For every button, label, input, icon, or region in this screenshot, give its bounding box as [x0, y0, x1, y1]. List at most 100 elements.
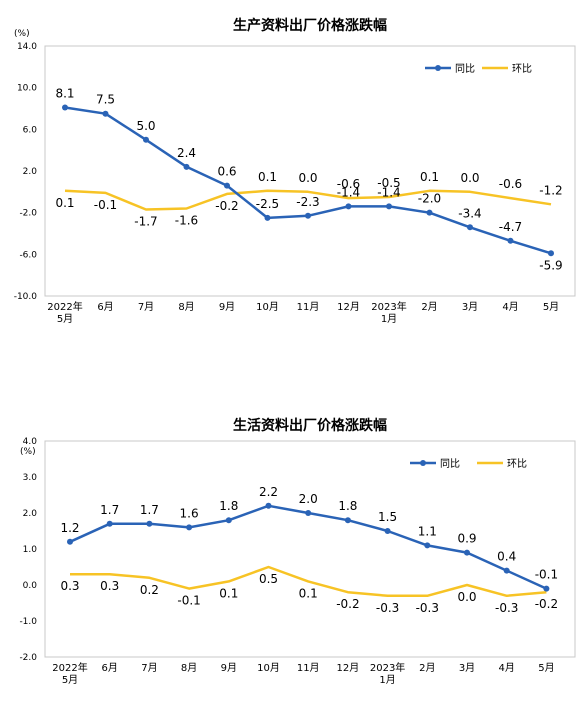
y-unit-label: (%) — [14, 29, 30, 39]
data-label-mom: 0.5 — [259, 572, 278, 586]
data-label-mom: -0.3 — [495, 601, 518, 615]
x-tick-label: 8月 — [178, 301, 194, 313]
data-label-mom: -0.2 — [215, 199, 238, 213]
series-point-yoy — [345, 203, 352, 210]
data-label-yoy: 2.0 — [299, 492, 318, 506]
series-point-yoy — [183, 163, 190, 170]
data-label-yoy: 7.5 — [96, 93, 115, 107]
data-label-mom: -0.3 — [416, 601, 439, 615]
data-label-mom: 0.2 — [140, 583, 159, 597]
data-label-mom: 0.3 — [100, 579, 119, 593]
x-tick-label: 2月 — [421, 301, 437, 313]
data-label-mom: 0.3 — [60, 579, 79, 593]
data-label-yoy: -2.5 — [256, 197, 279, 211]
legend-label: 环比 — [512, 63, 532, 75]
y-tick-label: 1.0 — [23, 545, 38, 555]
data-label-mom: 0.1 — [420, 170, 439, 184]
data-label-mom: 0.1 — [55, 196, 74, 210]
y-unit-label: (%) — [20, 447, 36, 457]
data-label-yoy: -1.4 — [337, 185, 360, 199]
data-label-yoy: -4.7 — [499, 220, 522, 234]
data-label-mom: -1.6 — [175, 214, 198, 228]
series-point-yoy — [264, 214, 271, 221]
x-tick-label: 5月 — [538, 662, 554, 674]
data-label-mom: -0.2 — [336, 597, 359, 611]
data-label-mom: -0.6 — [499, 177, 522, 191]
series-point-yoy — [344, 517, 351, 524]
series-line-mom — [64, 189, 552, 211]
x-tick-label: 2022年 5月 — [52, 661, 87, 686]
series-point-yoy — [384, 528, 391, 534]
x-tick-label: 6月 — [97, 301, 113, 313]
x-tick-label: 7月 — [141, 662, 157, 674]
series-point-yoy — [464, 549, 470, 556]
series-line-mom — [70, 565, 547, 598]
x-tick-label: 7月 — [138, 301, 154, 313]
x-tick-label: 12月 — [337, 301, 360, 313]
data-label-yoy: -1.4 — [377, 185, 400, 199]
data-label-yoy: -3.4 — [458, 206, 481, 220]
x-tick-label: 2月 — [419, 662, 435, 674]
series-point-yoy — [106, 520, 113, 527]
series-point-yoy — [143, 136, 149, 143]
series-point-yoy — [224, 182, 230, 189]
data-label-mom: -0.6 — [337, 177, 360, 191]
data-label-yoy: 1.7 — [100, 503, 119, 517]
x-tick-label: 8月 — [181, 662, 197, 674]
data-label-mom: 0.1 — [219, 586, 238, 600]
data-label-mom: 0.1 — [299, 586, 318, 600]
data-label-yoy: 5.0 — [136, 119, 155, 133]
series-point-yoy — [305, 212, 311, 219]
series-point-yoy — [102, 110, 109, 117]
x-tick-label: 9月 — [221, 662, 237, 674]
data-label-yoy: 1.8 — [219, 499, 238, 513]
series-point-yoy — [386, 203, 392, 210]
legend-label: 同比 — [440, 458, 460, 470]
y-tick-label: -2.0 — [19, 209, 37, 219]
x-tick-label: 3月 — [462, 301, 478, 313]
chart-2: 生活资料出厂价格涨跌幅 (%)4.0 3.0 2.0 1.0 0.0 -1.0 -2.0 202… — [19, 417, 576, 686]
series-point-yoy — [503, 567, 510, 574]
data-label-mom: -0.2 — [535, 597, 558, 611]
data-label-yoy: 1.5 — [378, 510, 397, 524]
y-tick-label: 10.0 — [17, 84, 37, 94]
y-tick-label: -6.0 — [19, 250, 37, 260]
y-tick-label: 4.0 — [23, 437, 38, 447]
data-label-yoy: -5.9 — [539, 258, 562, 272]
chart-title: 生活资料出厂价格涨跌幅 — [233, 417, 387, 434]
chart-title: 生产资料出厂价格涨跌幅 — [233, 17, 387, 34]
data-label-yoy: 8.1 — [55, 86, 74, 100]
data-label-mom: -0.5 — [377, 176, 400, 190]
legend-marker — [435, 65, 441, 71]
legend-label: 环比 — [507, 458, 527, 470]
data-label-mom: 0.1 — [258, 170, 277, 184]
y-tick-label: 3.0 — [23, 473, 38, 483]
data-label-mom: 0.0 — [460, 171, 479, 185]
series-point-yoy — [62, 104, 68, 111]
x-tick-label: 9月 — [219, 301, 235, 313]
series-point-yoy — [146, 520, 153, 527]
data-label-mom: -0.1 — [94, 198, 117, 212]
data-label-mom: 0.0 — [457, 590, 476, 604]
legend-marker — [420, 460, 426, 466]
data-label-yoy: 0.9 — [457, 532, 476, 546]
x-tick-label: 10月 — [257, 662, 280, 674]
x-tick-label: 4月 — [499, 662, 515, 674]
x-tick-label: 5月 — [543, 301, 559, 313]
data-label-yoy: 1.8 — [338, 499, 357, 513]
data-label-mom: -1.2 — [539, 183, 562, 197]
x-tick-label: 6月 — [102, 662, 118, 674]
series-point-yoy — [67, 538, 73, 545]
x-tick-label: 10月 — [256, 301, 279, 313]
data-label-yoy: 1.2 — [60, 521, 79, 535]
y-tick-label: 2.0 — [23, 167, 38, 177]
y-tick-label: 2.0 — [23, 509, 38, 519]
series-point-yoy — [424, 542, 431, 549]
data-label-yoy: 1.6 — [180, 506, 199, 520]
series-point-yoy — [305, 510, 312, 516]
y-tick-label: 14.0 — [17, 42, 37, 52]
series-point-yoy — [225, 517, 232, 524]
x-tick-label: 12月 — [337, 662, 360, 674]
x-tick-label: 11月 — [297, 301, 320, 313]
